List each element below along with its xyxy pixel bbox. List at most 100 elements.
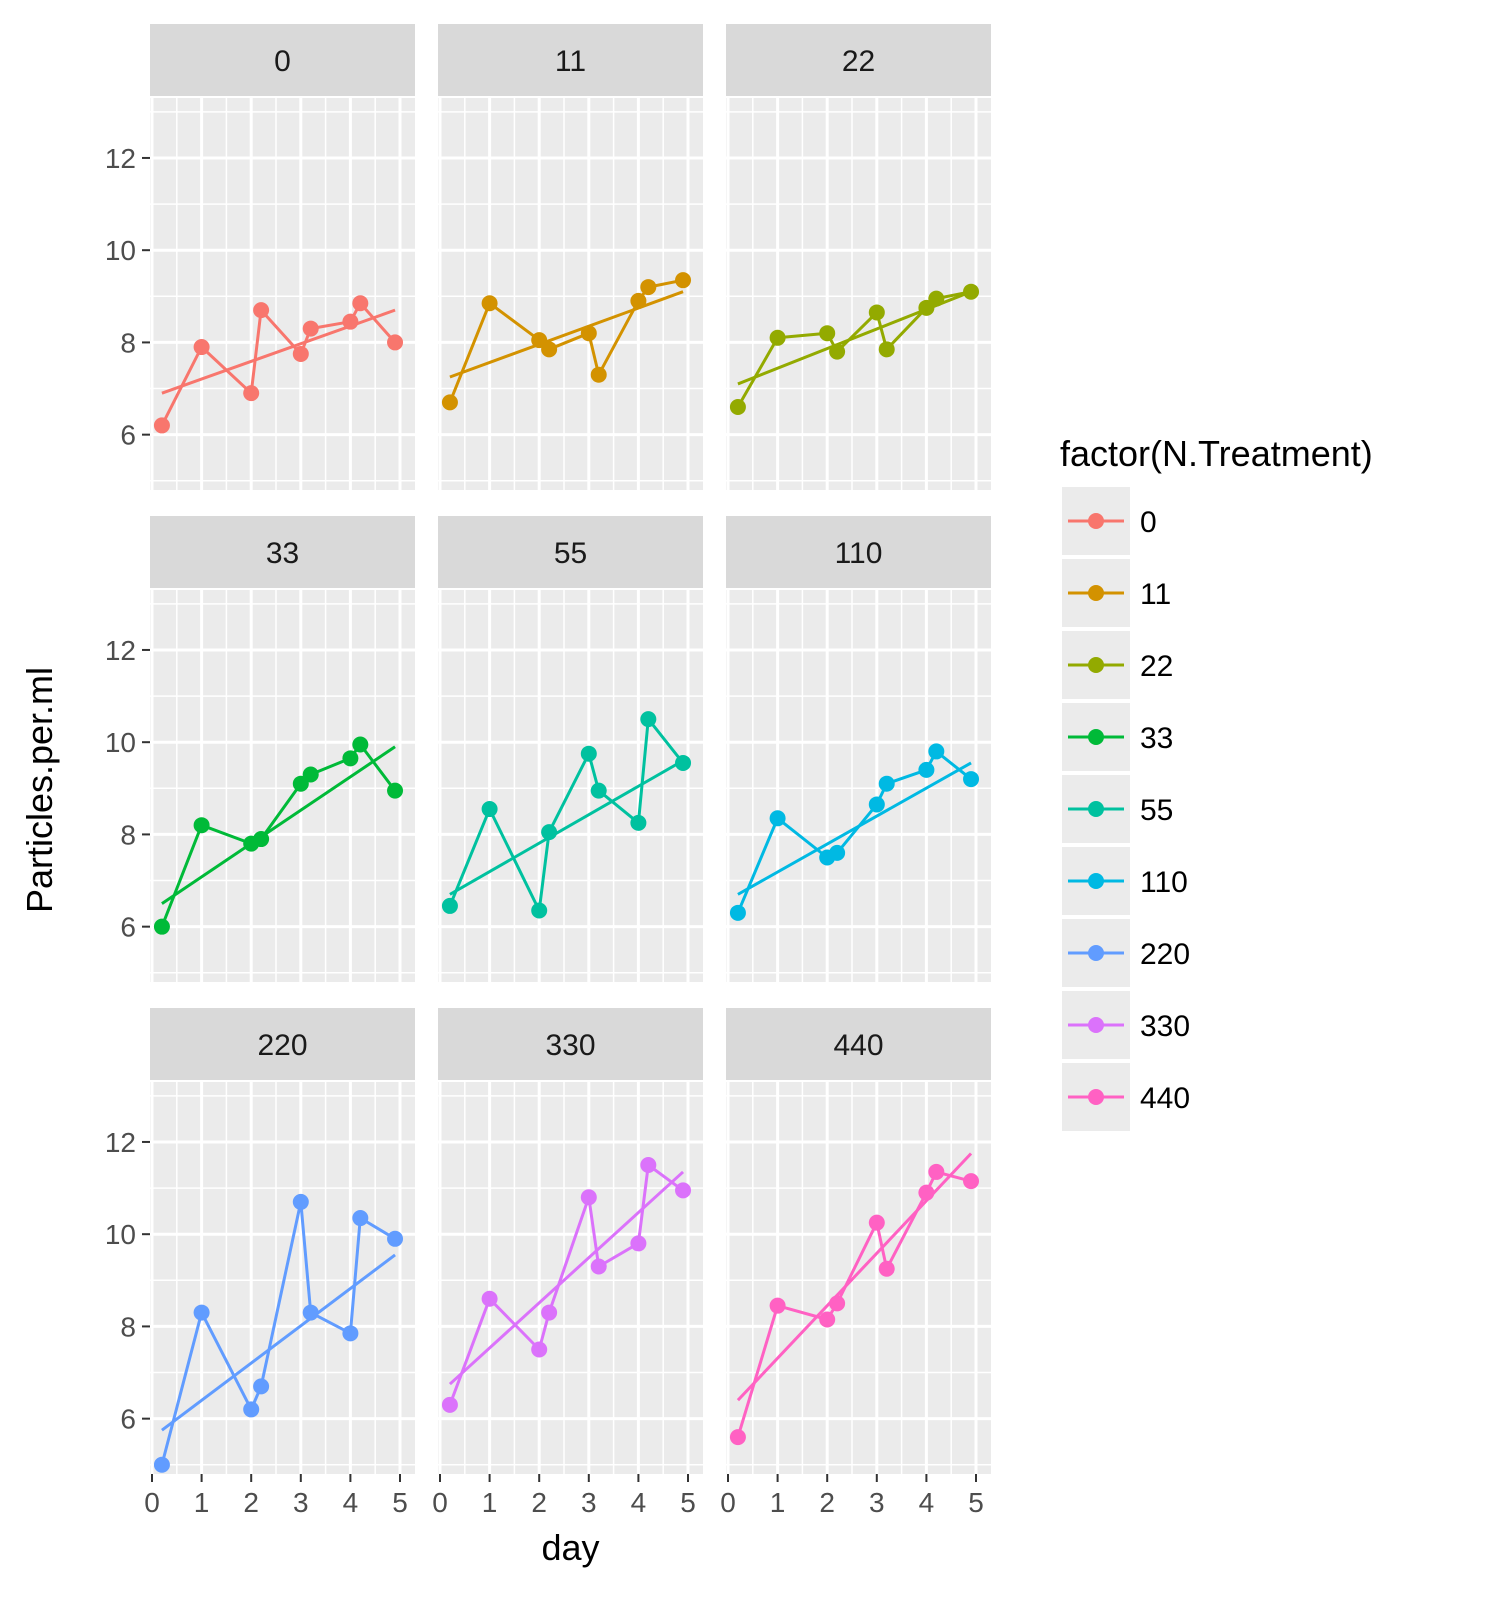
legend-label: 330	[1140, 1010, 1190, 1043]
data-point	[769, 810, 786, 827]
facet-strip	[726, 24, 991, 96]
panel-background	[150, 590, 415, 982]
y-tick-label: 12	[105, 635, 136, 666]
data-point	[481, 295, 498, 312]
data-point	[342, 313, 359, 330]
y-tick-label: 6	[120, 912, 136, 943]
legend-entry-11: 11	[1062, 559, 1171, 627]
data-point	[769, 1297, 786, 1314]
panel-background	[726, 1082, 991, 1474]
x-tick-label: 4	[631, 1487, 647, 1518]
facet-panel-22: 22	[726, 24, 991, 490]
data-point	[640, 711, 657, 728]
y-tick-label: 6	[120, 1404, 136, 1435]
data-point	[342, 750, 359, 767]
legend-key-point	[1088, 585, 1104, 601]
data-point	[878, 1260, 895, 1277]
x-tick-label: 5	[392, 1487, 408, 1518]
data-point	[868, 1214, 885, 1231]
data-point	[640, 1157, 657, 1174]
data-point	[352, 736, 369, 753]
x-tick-label: 1	[482, 1487, 498, 1518]
x-tick-label: 0	[432, 1487, 448, 1518]
data-point	[531, 902, 548, 919]
data-point	[868, 304, 885, 321]
facet-panel-33: 33 6 8 10 12	[105, 516, 415, 982]
x-tick-label: 1	[770, 1487, 786, 1518]
legend-entry-0: 0	[1062, 487, 1157, 555]
data-point	[819, 1311, 836, 1328]
data-point	[302, 320, 319, 337]
legend: factor(N.Treatment) 0 11 22 33 55 110 220 330 440	[1060, 433, 1373, 1131]
data-point	[640, 279, 657, 296]
data-point	[193, 817, 210, 834]
panel-background	[150, 1082, 415, 1474]
facet-panel-0: 0 6 8 10 12	[105, 24, 415, 490]
facet-strip	[438, 516, 703, 588]
trend-line	[737, 761, 972, 896]
data-point	[675, 1182, 692, 1199]
facet-panel-440: 440 0 1 2 3 4 5	[720, 1008, 991, 1518]
facet-strip-label: 11	[555, 45, 586, 78]
x-tick-label: 1	[194, 1487, 210, 1518]
x-tick-label: 5	[968, 1487, 984, 1518]
facet-strip	[150, 24, 415, 96]
legend-label: 55	[1140, 794, 1173, 827]
y-tick-label: 8	[120, 819, 136, 850]
trend-line	[161, 1253, 396, 1432]
data-point	[302, 766, 319, 783]
data-point	[580, 325, 597, 342]
legend-key-point	[1088, 513, 1104, 529]
data-point	[590, 782, 607, 799]
data-point	[153, 1456, 170, 1473]
data-point	[630, 814, 647, 831]
facet-panel-55: 55	[438, 516, 703, 982]
data-point	[193, 1304, 210, 1321]
x-tick-label: 4	[919, 1487, 935, 1518]
facet-strip-label: 220	[257, 1029, 307, 1062]
data-point	[928, 1163, 945, 1180]
data-point	[342, 1325, 359, 1342]
legend-key-point	[1088, 657, 1104, 673]
data-point	[729, 904, 746, 921]
data-point	[541, 1304, 558, 1321]
data-point	[352, 295, 369, 312]
facet-strip-label: 33	[266, 537, 299, 570]
legend-entry-110: 110	[1062, 847, 1188, 915]
panel-background	[150, 98, 415, 490]
data-point	[928, 743, 945, 760]
legend-label: 440	[1140, 1082, 1190, 1115]
data-point	[193, 339, 210, 356]
data-point	[387, 782, 404, 799]
y-tick-label: 12	[105, 1127, 136, 1158]
legend-label: 22	[1140, 650, 1173, 683]
data-point	[630, 292, 647, 309]
facet-panel-11: 11	[438, 24, 703, 490]
x-tick-label: 2	[243, 1487, 259, 1518]
data-point	[878, 775, 895, 792]
data-point	[387, 1230, 404, 1247]
x-tick-label: 0	[144, 1487, 160, 1518]
data-point	[868, 796, 885, 813]
data-point	[675, 754, 692, 771]
x-tick-label: 0	[720, 1487, 736, 1518]
data-point	[630, 1235, 647, 1252]
y-tick-label: 8	[120, 327, 136, 358]
legend-label: 0	[1140, 506, 1157, 539]
legend-key-point	[1088, 801, 1104, 817]
legend-key-point	[1088, 1017, 1104, 1033]
data-point	[769, 329, 786, 346]
x-tick-label: 2	[531, 1487, 547, 1518]
data-point	[829, 343, 846, 360]
panel-background	[438, 98, 703, 490]
data-point	[829, 1295, 846, 1312]
facet-strip-label: 440	[833, 1029, 883, 1062]
data-point	[541, 824, 558, 841]
x-tick-label: 5	[680, 1487, 696, 1518]
y-tick-label: 10	[105, 727, 136, 758]
data-point	[729, 398, 746, 415]
x-tick-label: 3	[581, 1487, 597, 1518]
legend-label: 110	[1140, 866, 1188, 899]
